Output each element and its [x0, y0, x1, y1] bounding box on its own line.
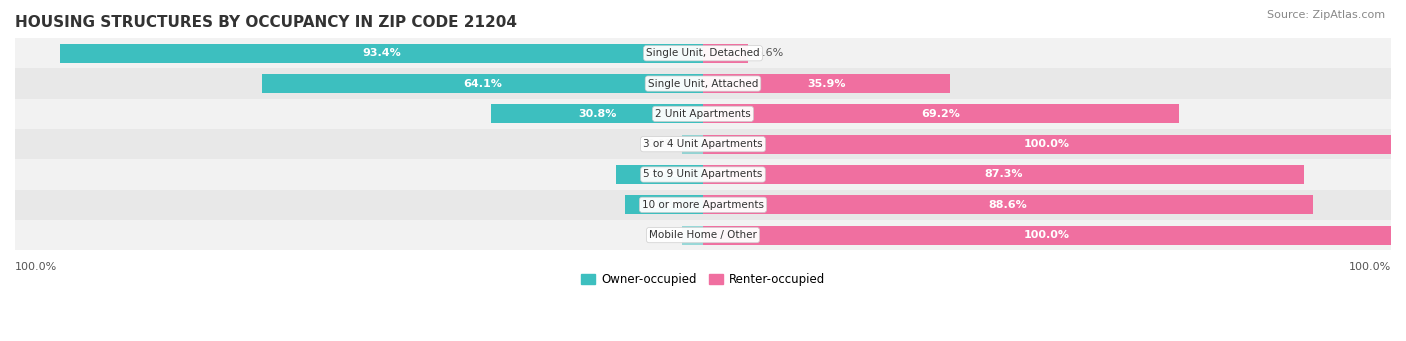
Text: 0.0%: 0.0%: [647, 230, 675, 240]
Bar: [60, 44, 703, 63]
Bar: [15, 38, 1391, 69]
Bar: [15, 129, 1391, 159]
Bar: [15, 69, 1391, 99]
Text: Mobile Home / Other: Mobile Home / Other: [650, 230, 756, 240]
Text: 35.9%: 35.9%: [807, 78, 846, 89]
Bar: [15, 190, 1391, 220]
Text: 11.4%: 11.4%: [644, 200, 683, 210]
Text: 10 or more Apartments: 10 or more Apartments: [643, 200, 763, 210]
Bar: [15, 99, 1391, 129]
Bar: [682, 135, 703, 153]
Text: 100.0%: 100.0%: [15, 262, 58, 272]
Text: Single Unit, Attached: Single Unit, Attached: [648, 78, 758, 89]
Text: Source: ZipAtlas.com: Source: ZipAtlas.com: [1267, 10, 1385, 20]
Bar: [491, 104, 703, 123]
Text: 69.2%: 69.2%: [921, 109, 960, 119]
Legend: Owner-occupied, Renter-occupied: Owner-occupied, Renter-occupied: [576, 269, 830, 291]
Text: 6.6%: 6.6%: [755, 48, 783, 58]
Bar: [703, 226, 1391, 244]
Text: 64.1%: 64.1%: [463, 78, 502, 89]
Bar: [703, 135, 1391, 153]
Text: 0.0%: 0.0%: [647, 139, 675, 149]
Bar: [703, 165, 1303, 184]
Text: 30.8%: 30.8%: [578, 109, 616, 119]
Bar: [616, 165, 703, 184]
Text: Single Unit, Detached: Single Unit, Detached: [647, 48, 759, 58]
Text: 100.0%: 100.0%: [1024, 230, 1070, 240]
Text: 100.0%: 100.0%: [1348, 262, 1391, 272]
Text: 87.3%: 87.3%: [984, 169, 1022, 179]
Bar: [262, 74, 703, 93]
Bar: [703, 104, 1180, 123]
Text: 93.4%: 93.4%: [363, 48, 401, 58]
Bar: [15, 220, 1391, 250]
Bar: [15, 159, 1391, 190]
Bar: [703, 44, 748, 63]
Text: 5 to 9 Unit Apartments: 5 to 9 Unit Apartments: [644, 169, 762, 179]
Bar: [703, 74, 950, 93]
Text: 88.6%: 88.6%: [988, 200, 1028, 210]
Bar: [624, 195, 703, 214]
Text: 100.0%: 100.0%: [1024, 139, 1070, 149]
Text: 12.7%: 12.7%: [640, 169, 679, 179]
Text: 3 or 4 Unit Apartments: 3 or 4 Unit Apartments: [643, 139, 763, 149]
Bar: [703, 195, 1313, 214]
Bar: [682, 226, 703, 244]
Text: 2 Unit Apartments: 2 Unit Apartments: [655, 109, 751, 119]
Text: HOUSING STRUCTURES BY OCCUPANCY IN ZIP CODE 21204: HOUSING STRUCTURES BY OCCUPANCY IN ZIP C…: [15, 15, 517, 30]
